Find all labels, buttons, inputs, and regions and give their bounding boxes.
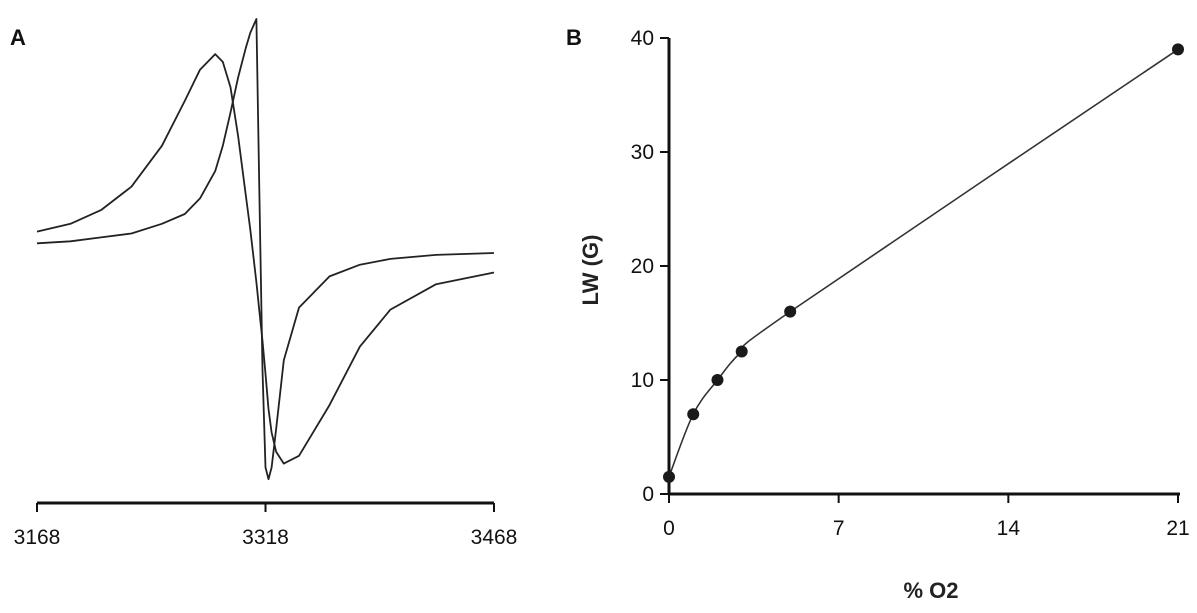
panel-b-data-point [687,408,700,421]
panel-b-data-point [663,470,675,483]
panel-b-x-tick-label: 0 [663,517,675,540]
panel-a-x-tick-label: 3168 [14,526,61,549]
panel-b-data-point [784,305,797,318]
panel-b-y-tick-label: 20 [631,255,654,278]
panel-b-data-point [1172,43,1184,56]
panel-b-y-tick-label: 10 [631,369,654,392]
panel-a-x-tick-label: 3318 [242,526,289,549]
panel-b-chart: 0 10 20 30 40 0 7 14 21 [631,27,1190,540]
panel-a-letter: A [10,25,26,50]
panel-a-chart: 3168 3318 3468 [14,18,518,549]
panel-b-data-point [735,345,748,358]
panel-b-data-point [711,374,724,386]
panel-a-x-tick-label: 3468 [471,526,518,549]
panel-b-x-tick-label: 14 [997,517,1021,540]
panel-b-y-tick-label: 40 [631,27,654,50]
panel-b-y-tick-label: 0 [642,483,654,506]
panel-a-spectrum-line-1 [36,18,495,481]
panel-b-y-axis-title: LW (G) [578,235,603,306]
panel-b-x-tick-label: 7 [833,517,845,540]
panel-b-series-line [668,48,1179,478]
panel-a-spectrum-line-2 [36,53,495,465]
panel-b-letter: B [566,25,582,50]
panel-b-x-tick-label: 21 [1166,517,1189,540]
panel-b-x-axis-title: % O2 [903,578,958,603]
panel-b-y-tick-label: 30 [631,141,654,164]
